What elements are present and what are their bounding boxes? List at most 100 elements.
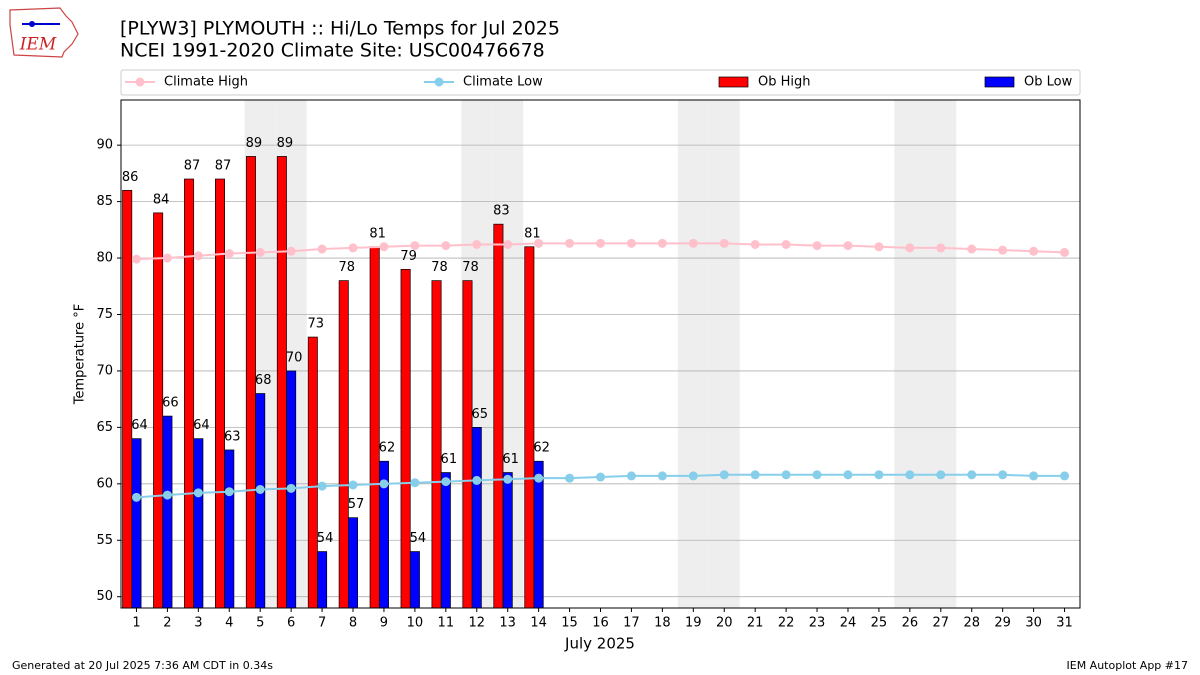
line-marker [905, 243, 915, 253]
data-label: 54 [317, 531, 334, 546]
data-label: 61 [502, 452, 519, 467]
line-marker [596, 238, 605, 248]
x-tick-label: 13 [499, 616, 516, 631]
line-marker [596, 472, 605, 482]
line-marker [626, 238, 636, 248]
data-label: 66 [162, 396, 179, 411]
y-axis-label: Temperature °F [73, 304, 88, 405]
y-tick-label: 60 [96, 476, 113, 491]
bar [400, 268, 411, 609]
legend-swatch [718, 76, 749, 88]
x-tick-label: 23 [809, 616, 826, 631]
bar [348, 517, 359, 609]
bar [533, 460, 544, 609]
weekend-shade [925, 100, 957, 608]
x-tick-label: 28 [963, 616, 980, 631]
line-marker [162, 490, 172, 500]
x-tick-label: 12 [468, 616, 485, 631]
bar [471, 427, 482, 609]
data-label: 70 [286, 350, 303, 365]
y-tick-label: 90 [96, 138, 113, 153]
weekend-shade [677, 100, 709, 608]
line-marker [626, 471, 636, 481]
bar [524, 246, 535, 609]
chart-title: [PLYW3] PLYMOUTH :: Hi/Lo Temps for Jul … [120, 18, 560, 40]
line-marker [843, 241, 853, 251]
y-tick-label: 70 [96, 363, 113, 378]
x-tick-label: 2 [163, 616, 171, 631]
line-marker [131, 254, 141, 264]
chart-subtitle: NCEI 1991-2020 Climate Site: USC00476678 [120, 40, 545, 62]
data-label: 81 [369, 226, 386, 241]
x-tick-label: 14 [530, 616, 547, 631]
legend-label: Climate High [164, 75, 248, 90]
y-tick-label: 55 [96, 533, 113, 548]
data-label: 65 [471, 407, 488, 422]
bar [193, 438, 204, 609]
logo-outline [9, 7, 79, 58]
bar [409, 551, 420, 609]
line-marker [441, 477, 451, 487]
line-marker [286, 246, 296, 256]
line-marker [379, 479, 389, 489]
x-tick-label: 21 [747, 616, 764, 631]
bar [122, 189, 133, 609]
line-marker [781, 470, 791, 480]
line-marker [657, 471, 667, 481]
data-label: 62 [379, 441, 396, 456]
data-label: 89 [277, 136, 294, 151]
line-marker [193, 488, 203, 498]
data-label: 87 [184, 159, 201, 174]
line-marker [472, 475, 482, 485]
data-label: 61 [441, 452, 458, 467]
bar [440, 472, 451, 609]
legend-label: Climate Low [463, 75, 543, 90]
line-marker [1029, 471, 1039, 481]
line-marker [967, 244, 977, 254]
x-tick-label: 30 [1025, 616, 1042, 631]
data-label: 73 [308, 317, 325, 332]
x-tick-label: 6 [287, 616, 295, 631]
weekend-shade [894, 100, 926, 608]
bar [317, 551, 328, 609]
x-tick-label: 19 [685, 616, 702, 631]
data-label: 81 [524, 226, 541, 241]
data-label: 78 [462, 260, 479, 275]
line-marker [719, 238, 729, 248]
x-tick-label: 27 [933, 616, 950, 631]
x-tick-label: 25 [871, 616, 888, 631]
bar [215, 178, 225, 609]
data-label: 57 [348, 497, 365, 512]
x-tick-label: 17 [623, 616, 640, 631]
bar [131, 438, 142, 609]
line-marker [503, 239, 513, 249]
line-marker [719, 470, 729, 480]
line-marker [812, 241, 822, 251]
data-label: 84 [153, 192, 170, 207]
line-marker [905, 470, 915, 480]
line-marker [255, 484, 265, 494]
line-marker [812, 470, 822, 480]
line-marker [750, 470, 760, 480]
line-marker [1060, 471, 1070, 481]
line-marker [379, 242, 389, 252]
x-axis-label: July 2025 [564, 635, 635, 653]
bar [276, 156, 287, 609]
line-marker [998, 245, 1008, 255]
legend-box [120, 69, 1081, 96]
line-marker [255, 247, 265, 257]
line-marker [348, 243, 358, 253]
line-marker [441, 241, 451, 251]
x-tick-label: 16 [592, 616, 609, 631]
data-label: 62 [533, 441, 550, 456]
x-tick-label: 4 [225, 616, 233, 631]
line-marker [503, 474, 513, 484]
x-tick-label: 15 [561, 616, 578, 631]
x-tick-label: 29 [994, 616, 1011, 631]
data-label: 64 [131, 418, 148, 433]
line-marker [472, 239, 482, 249]
x-tick-label: 11 [438, 616, 455, 631]
line-marker [193, 251, 203, 261]
line-marker [410, 478, 420, 488]
line-marker [1029, 246, 1039, 256]
